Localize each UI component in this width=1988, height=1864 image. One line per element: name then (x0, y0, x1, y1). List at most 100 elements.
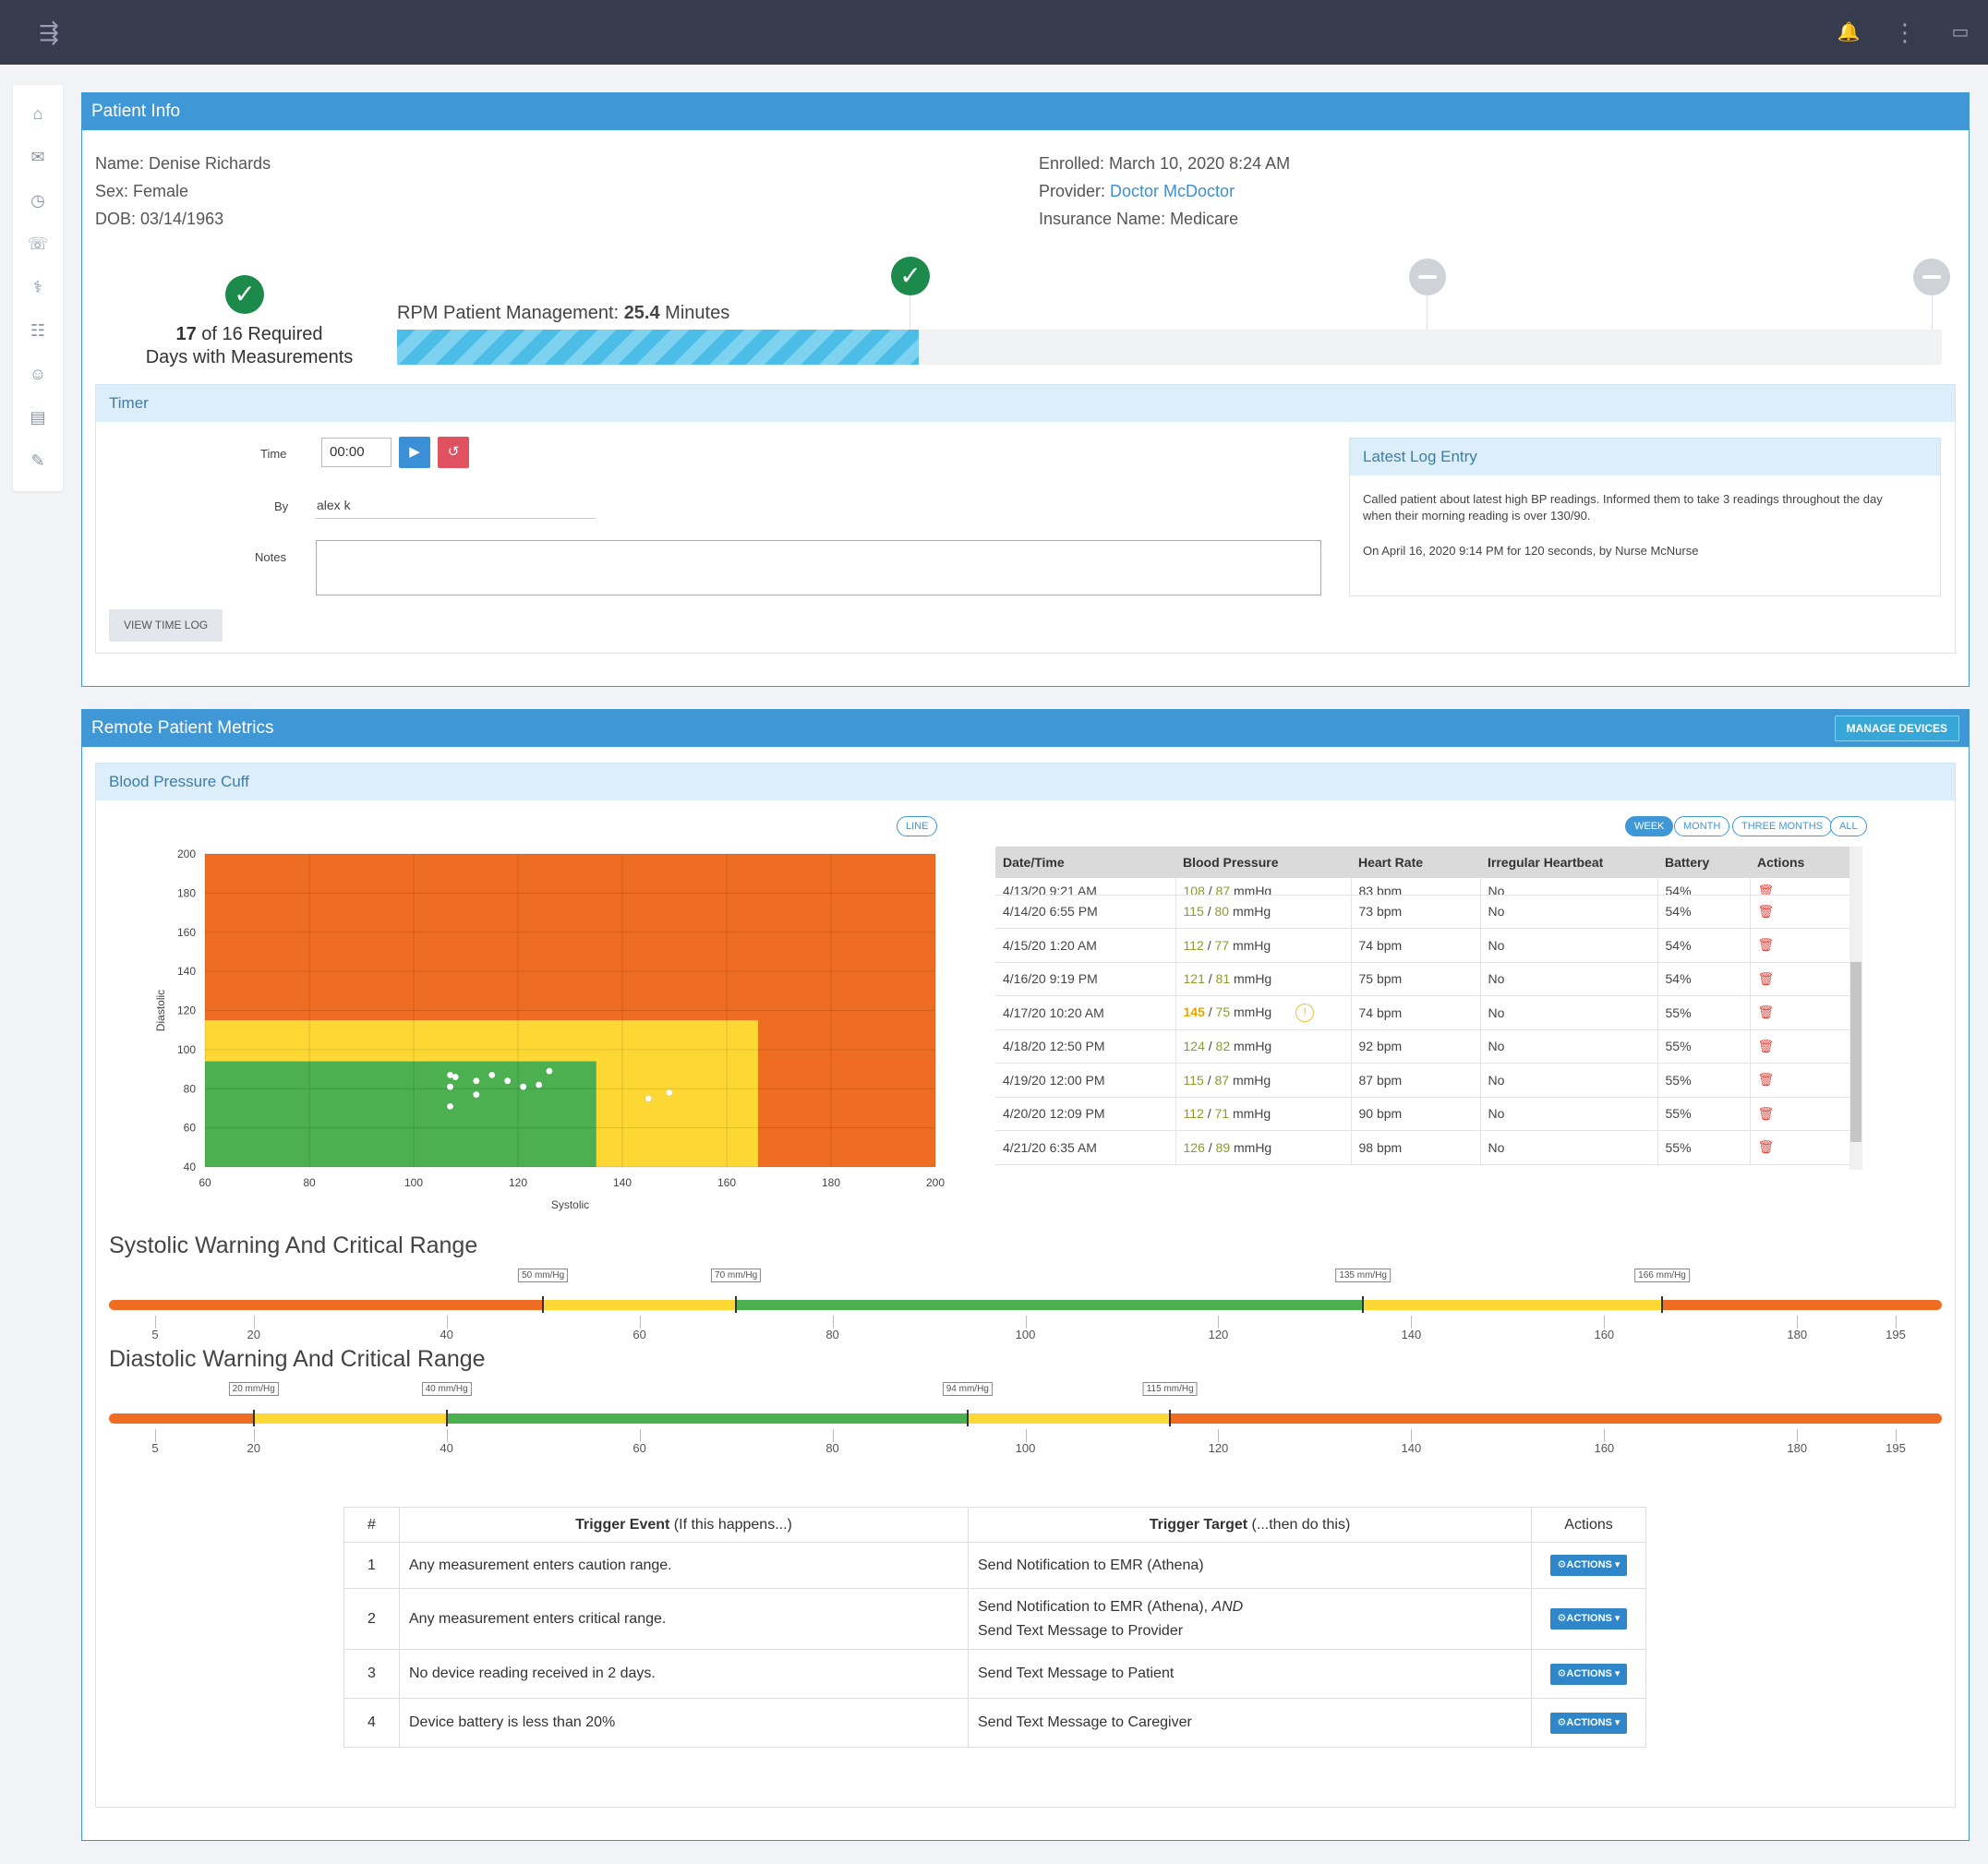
range-segment (1170, 1413, 1942, 1424)
range-handle[interactable] (1169, 1410, 1172, 1426)
trigger-actions-button[interactable]: ⚙ACTIONS ▾ (1549, 1712, 1628, 1734)
y-tick-label: 40 (184, 1160, 197, 1173)
user-icon[interactable]: ☺ (29, 365, 47, 383)
bp-point[interactable] (446, 1083, 454, 1090)
range-handle[interactable] (252, 1410, 255, 1426)
bp-cell: 126 / 89 mmHg (1175, 1130, 1351, 1165)
range-bar[interactable] (109, 1300, 1942, 1310)
group-icon[interactable]: ☷ (30, 321, 46, 340)
time-input[interactable]: 00:00 (321, 438, 392, 467)
table-row: 4/19/20 12:00 PM 115 / 87 mmHg 87 bpm No 55%… (995, 1063, 1850, 1098)
table-scrollbar[interactable] (1849, 847, 1862, 1170)
trash-icon[interactable]: 🗑 (1757, 903, 1775, 919)
x-tick-label: 80 (303, 1176, 316, 1189)
bp-point[interactable] (546, 1067, 553, 1075)
stethoscope-icon[interactable]: ⚕ (33, 278, 42, 296)
col-header-battery[interactable]: Battery (1657, 847, 1750, 878)
range-handle[interactable] (1362, 1296, 1365, 1313)
range-handle-label: 115 mm/Hg (1142, 1382, 1198, 1396)
col-header-actions[interactable]: Actions (1750, 847, 1850, 878)
range-tick-label: 195 (1886, 1328, 1906, 1341)
trash-icon[interactable]: 🗑 (1757, 883, 1775, 895)
diastolic-value: 87 (1215, 883, 1231, 895)
trash-icon[interactable]: 🗑 (1757, 1038, 1775, 1053)
bell-icon[interactable]: 🔔 (1837, 22, 1861, 42)
range-handle[interactable] (445, 1410, 448, 1426)
range-segment (109, 1300, 544, 1310)
period-three-months-button[interactable]: THREE MONTHS (1732, 816, 1832, 836)
trash-icon[interactable]: 🗑 (1757, 970, 1775, 986)
col-header-heart-rate[interactable]: Heart Rate (1351, 847, 1480, 878)
range-handle[interactable] (542, 1296, 545, 1313)
chat-icon[interactable]: ▭ (1951, 22, 1970, 42)
range-handle[interactable] (1661, 1296, 1664, 1313)
by-field[interactable]: alex k (315, 495, 596, 519)
trash-icon[interactable]: 🗑 (1757, 937, 1775, 953)
view-time-log-button[interactable]: VIEW TIME LOG (109, 609, 223, 642)
trash-icon[interactable]: 🗑 (1757, 1139, 1775, 1155)
clock-icon[interactable]: ◷ (30, 191, 45, 210)
bp-point[interactable] (446, 1102, 454, 1111)
home-icon[interactable]: ⌂ (32, 104, 43, 123)
more-options-icon[interactable]: ⋮ (1893, 18, 1917, 46)
date-cell: 4/13/20 9:21 AM (995, 878, 1175, 896)
trigger-actions-button[interactable]: ⚙ACTIONS ▾ (1549, 1555, 1628, 1576)
actions-cell: 🗑 (1749, 1130, 1850, 1165)
bp-point[interactable] (473, 1077, 480, 1085)
period-all-button[interactable]: ALL (1830, 816, 1867, 836)
period-month-button[interactable]: MONTH (1674, 816, 1730, 836)
rpm-progress-track (397, 330, 1942, 365)
log-meta: On April 16, 2020 9:14 PM for 120 second… (1363, 544, 1699, 558)
trash-icon[interactable]: 🗑 (1757, 1072, 1775, 1088)
menu-toggle-icon[interactable]: ⇶ (39, 18, 59, 46)
provider-link[interactable]: Doctor McDoctor (1110, 182, 1235, 200)
bp-point[interactable] (666, 1088, 673, 1097)
col-header-date-time[interactable]: Date/Time (995, 847, 1175, 878)
period-week-button[interactable]: WEEK (1625, 816, 1674, 836)
reset-button[interactable]: ↺ (438, 437, 469, 468)
range-handle[interactable] (966, 1410, 969, 1426)
range-handle[interactable] (735, 1296, 738, 1313)
bp-cell: 112 / 71 mmHg (1175, 1097, 1351, 1131)
range-tick-label: 140 (1401, 1328, 1422, 1341)
trigger-target-text: Send Text Message to Caregiver (978, 1714, 1192, 1730)
trigger-actions: ⚙ACTIONS ▾ (1531, 1542, 1646, 1589)
trigger-actions-button[interactable]: ⚙ACTIONS ▾ (1549, 1663, 1628, 1685)
heart-rate-cell: 74 bpm (1350, 928, 1480, 963)
days-required: of 16 Required (196, 324, 323, 344)
wrench-icon[interactable]: ✎ (30, 451, 45, 470)
manage-devices-button[interactable]: MANAGE DEVICES (1834, 716, 1959, 741)
scrollbar-thumb[interactable] (1850, 962, 1861, 1142)
systolic-value: 115 (1183, 904, 1204, 920)
range-bar[interactable] (109, 1413, 1942, 1424)
message-icon[interactable]: ☏ (27, 235, 49, 253)
trigger-event-header: Trigger Event (If this happens...) (399, 1507, 969, 1543)
document-icon[interactable]: ▤ (30, 408, 46, 427)
trigger-target-line: Send Notification to EMR (Athena), AND (978, 1595, 1531, 1619)
bp-point[interactable] (645, 1095, 652, 1102)
bp-point[interactable] (519, 1083, 527, 1090)
trash-icon[interactable]: 🗑 (1757, 1105, 1775, 1121)
y-tick-label: 200 (177, 848, 196, 860)
range-tick-label: 20 (247, 1328, 260, 1341)
play-button[interactable]: ▶ (399, 437, 430, 468)
inbox-icon[interactable]: ✉ (30, 148, 45, 166)
bp-point[interactable] (503, 1077, 512, 1085)
notes-textarea[interactable] (316, 540, 1321, 595)
milestone-pending-icon (1913, 259, 1950, 295)
range-tick-label: 40 (440, 1441, 453, 1455)
col-header-blood-pressure[interactable]: Blood Pressure (1175, 847, 1351, 878)
bp-point[interactable] (452, 1073, 459, 1081)
bp-point[interactable] (535, 1081, 543, 1088)
trigger-num: 1 (343, 1542, 400, 1589)
col-header-irregular-heartbeat[interactable]: Irregular Heartbeat (1480, 847, 1657, 878)
y-tick-label: 140 (177, 965, 196, 978)
bp-point[interactable] (488, 1071, 496, 1079)
range-tick-label: 195 (1886, 1441, 1906, 1455)
bp-point[interactable] (473, 1090, 480, 1099)
line-toggle-button[interactable]: LINE (897, 816, 938, 836)
trigger-actions-button[interactable]: ⚙ACTIONS ▾ (1549, 1608, 1628, 1629)
battery-cell: 54% (1657, 878, 1750, 896)
trash-icon[interactable]: 🗑 (1757, 1004, 1775, 1020)
range-tick (832, 1429, 834, 1442)
